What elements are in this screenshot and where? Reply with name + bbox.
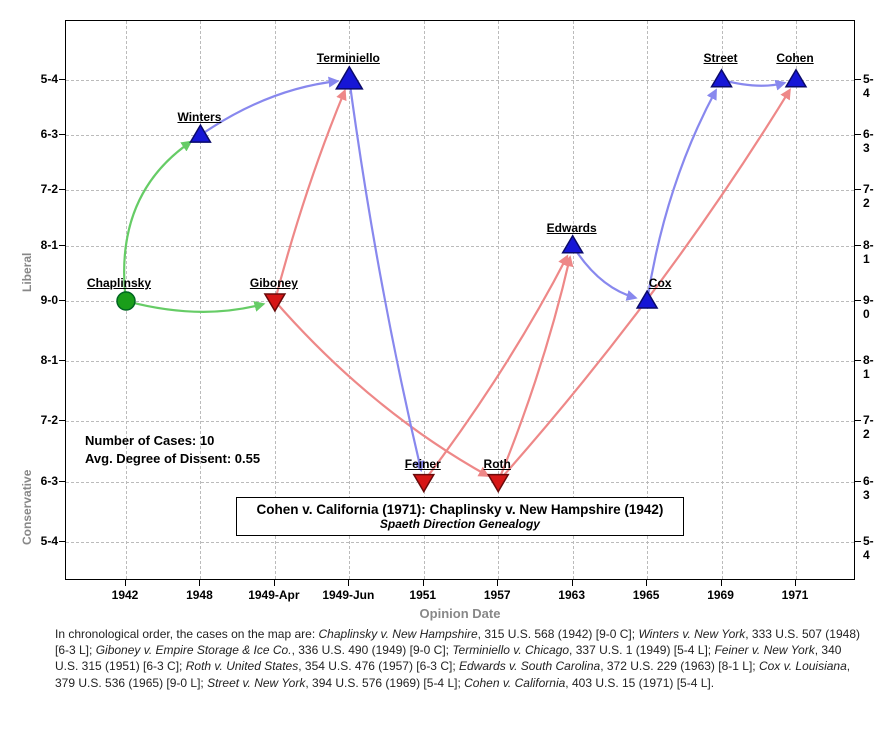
- xtick-label: 1949-Jun: [322, 588, 374, 602]
- xtick-label: 1951: [409, 588, 436, 602]
- ytick-mark: [59, 541, 65, 542]
- title-box: Cohen v. California (1971): Chaplinsky v…: [236, 497, 685, 536]
- case-label-roth: Roth: [484, 457, 511, 471]
- ytick-label-left: 9-0: [30, 293, 58, 307]
- ytick-mark: [855, 189, 861, 190]
- ytick-mark: [59, 481, 65, 482]
- case-label-winters: Winters: [177, 110, 221, 124]
- plot-area: [65, 20, 855, 580]
- ytick-label-right: 5-4: [863, 534, 879, 562]
- y-axis-label-liberal: Liberal: [20, 253, 34, 292]
- case-node-feiner: [414, 475, 434, 492]
- title-line1: Cohen v. California (1971): Chaplinsky v…: [257, 502, 664, 517]
- ytick-label-left: 7-2: [30, 413, 58, 427]
- case-node-winters: [190, 125, 210, 142]
- ytick-mark: [855, 300, 861, 301]
- case-node-edwards: [563, 236, 583, 253]
- ytick-label-left: 8-1: [30, 238, 58, 252]
- ytick-mark: [855, 420, 861, 421]
- ytick-mark: [855, 541, 861, 542]
- ytick-label-right: 6-3: [863, 474, 879, 502]
- xtick-mark: [497, 580, 498, 586]
- case-label-cohen: Cohen: [776, 51, 813, 65]
- case-label-edwards: Edwards: [547, 221, 597, 235]
- xtick-label: 1971: [782, 588, 809, 602]
- ytick-mark: [59, 189, 65, 190]
- ytick-mark: [855, 360, 861, 361]
- xtick-mark: [572, 580, 573, 586]
- ytick-label-left: 7-2: [30, 182, 58, 196]
- case-node-chaplinsky: [117, 292, 135, 310]
- ytick-mark: [59, 360, 65, 361]
- ytick-mark: [855, 481, 861, 482]
- ytick-label-left: 6-3: [30, 127, 58, 141]
- ytick-label-right: 7-2: [863, 182, 879, 210]
- case-node-roth: [488, 475, 508, 492]
- ytick-label-left: 5-4: [30, 534, 58, 548]
- ytick-mark: [855, 79, 861, 80]
- ytick-mark: [855, 245, 861, 246]
- caption: In chronological order, the cases on the…: [55, 626, 861, 691]
- xtick-mark: [199, 580, 200, 586]
- xtick-mark: [125, 580, 126, 586]
- ytick-label-right: 9-0: [863, 293, 879, 321]
- case-node-street: [712, 70, 732, 87]
- xtick-mark: [646, 580, 647, 586]
- case-label-giboney: Giboney: [250, 276, 298, 290]
- xtick-label: 1942: [112, 588, 139, 602]
- xtick-label: 1963: [558, 588, 585, 602]
- stats-text: Number of Cases: 10 Avg. Degree of Disse…: [85, 432, 260, 467]
- xtick-mark: [348, 580, 349, 586]
- case-node-cohen: [786, 70, 806, 87]
- case-label-terminiello: Terminiello: [317, 51, 380, 65]
- xtick-label: 1957: [484, 588, 511, 602]
- xtick-mark: [721, 580, 722, 586]
- chart-stage: 5-4 5-4 6-3 6-3 7-2 7-2 8-1 8-1 9-0 9-0 8-1 8-1 7-2 7…: [0, 0, 879, 731]
- xtick-label: 1965: [633, 588, 660, 602]
- ytick-label-right: 7-2: [863, 413, 879, 441]
- ytick-mark: [59, 420, 65, 421]
- ytick-label-right: 8-1: [863, 353, 879, 381]
- ytick-mark: [59, 134, 65, 135]
- ytick-mark: [855, 134, 861, 135]
- xtick-mark: [795, 580, 796, 586]
- ytick-label-left: 8-1: [30, 353, 58, 367]
- case-node-giboney: [265, 294, 285, 311]
- case-node-terminiello: [336, 67, 362, 89]
- ytick-label-right: 8-1: [863, 238, 879, 266]
- case-label-chaplinsky: Chaplinsky: [87, 276, 151, 290]
- xtick-label: 1949-Apr: [248, 588, 299, 602]
- ytick-label-right: 6-3: [863, 127, 879, 155]
- ytick-mark: [59, 245, 65, 246]
- y-axis-label-conservative: Conservative: [20, 469, 34, 544]
- xtick-label: 1969: [707, 588, 734, 602]
- xtick-label: 1948: [186, 588, 213, 602]
- x-axis-label: Opinion Date: [65, 606, 855, 621]
- title-line2: Spaeth Direction Genealogy: [257, 517, 664, 531]
- case-label-cox: Cox: [649, 276, 672, 290]
- case-label-feiner: Feiner: [405, 457, 441, 471]
- ytick-label-left: 5-4: [30, 72, 58, 86]
- ytick-mark: [59, 300, 65, 301]
- xtick-mark: [274, 580, 275, 586]
- ytick-mark: [59, 79, 65, 80]
- case-node-cox: [637, 291, 657, 308]
- case-label-street: Street: [704, 51, 738, 65]
- ytick-label-right: 5-4: [863, 72, 879, 100]
- ytick-label-left: 6-3: [30, 474, 58, 488]
- xtick-mark: [423, 580, 424, 586]
